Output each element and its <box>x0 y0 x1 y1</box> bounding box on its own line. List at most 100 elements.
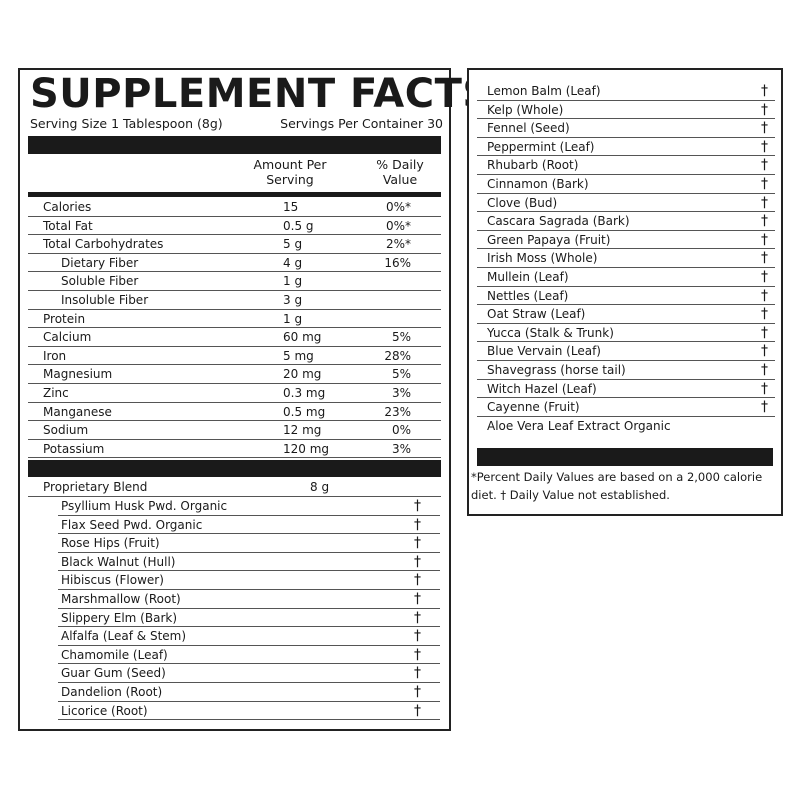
blend-ingredient-row: Witch Hazel (Leaf) † <box>477 380 775 399</box>
nutrient-name: Total Fat <box>43 218 93 233</box>
ingredient-name: Clove (Bud) <box>487 195 558 210</box>
dv-header-line2: Value <box>382 172 418 187</box>
ingredient-name: Flax Seed Pwd. Organic <box>61 517 203 532</box>
nutrient-amount: 120 mg <box>283 441 330 456</box>
nutrient-row: Sodium 12 mg 0% <box>28 421 441 440</box>
blend-amount: 8 g <box>310 480 330 494</box>
nutrient-amount: 4 g <box>283 255 303 270</box>
blend-ingredient-row: Slippery Elm (Bark) † <box>58 609 440 628</box>
ingredient-name: Kelp (Whole) <box>487 102 564 117</box>
nutrient-name: Zinc <box>43 386 69 400</box>
nutrient-amount: 3 g <box>283 293 303 307</box>
nutrient-row: Zinc 0.3 mg 3% <box>28 384 441 403</box>
dagger-mark: † <box>414 553 421 570</box>
nutrient-daily-value: 3% <box>391 386 411 400</box>
dagger-mark: † <box>761 120 768 137</box>
blend-ingredient-row: Dandelion (Root) † <box>58 683 440 702</box>
ingredient-name: Guar Gum (Seed) <box>61 666 166 681</box>
ingredient-name: Mullein (Leaf) <box>487 270 569 284</box>
dagger-mark: † <box>761 306 768 323</box>
nutrient-row: Protein 1 g <box>28 310 441 329</box>
blend-ingredient-row: Cinnamon (Bark) † <box>477 175 775 194</box>
blend-ingredient-row: Cayenne (Fruit) † <box>477 398 775 417</box>
dagger-mark: † <box>761 83 768 99</box>
dagger-mark: † <box>761 380 768 397</box>
nutrient-name: Iron <box>43 348 67 363</box>
blend-name: Proprietary Blend <box>43 480 148 494</box>
nutrient-daily-value: 5% <box>391 367 411 382</box>
footnote-line2: diet. † Daily Value not established. <box>471 488 670 502</box>
ingredient-name: Blue Vervain (Leaf) <box>487 344 601 359</box>
nutrient-name: Manganese <box>43 404 112 419</box>
panel-title: SUPPLEMENT FACTS <box>30 71 492 117</box>
dagger-mark: † <box>414 702 421 719</box>
nutrient-name: Soluble Fiber <box>61 274 139 289</box>
blend-ingredient-row: Mullein (Leaf) † <box>477 268 775 287</box>
dagger-mark: † <box>414 572 421 589</box>
nutrient-row: Soluble Fiber 1 g <box>28 272 441 291</box>
serving-size: Serving Size 1 Tablespoon (8g) <box>30 116 223 131</box>
supplement-facts-panel-left: SUPPLEMENT FACTS Serving Size 1 Tablespo… <box>18 68 491 731</box>
nutrient-name: Calcium <box>43 330 92 345</box>
blend-ingredient-row: Black Walnut (Hull) † <box>58 553 440 572</box>
blend-ingredient-row: Kelp (Whole) † <box>477 101 775 120</box>
blend-ingredient-row: Alfalfa (Leaf & Stem) † <box>58 627 440 646</box>
nutrient-name: Insoluble Fiber <box>61 293 149 307</box>
nutrient-amount: 0.5 g <box>283 218 314 233</box>
nutrient-row: Calories 15 0%* <box>28 198 441 217</box>
nutrient-row: Iron 5 mg 28% <box>28 347 441 366</box>
nutrient-name: Total Carbohydrates <box>43 237 164 252</box>
dagger-mark: † <box>761 157 768 174</box>
nutrient-daily-value: 23% <box>384 404 411 419</box>
dv-header-line1: % Daily <box>376 157 424 172</box>
dagger-mark: † <box>761 269 768 285</box>
ingredient-name: Cayenne (Fruit) <box>487 400 580 415</box>
amount-header-line1: Amount Per <box>253 157 327 172</box>
nutrient-amount: 15 <box>283 200 299 214</box>
nutrient-amount: 20 mg <box>283 367 322 382</box>
nutrient-daily-value: 3% <box>391 441 411 456</box>
nutrient-row: Dietary Fiber 4 g 16% <box>28 254 441 273</box>
blend-ingredient-row: Marshmallow (Root) † <box>58 590 440 609</box>
ingredient-name: Shavegrass (horse tail) <box>487 363 626 377</box>
nutrient-row: Potassium 120 mg 3% <box>28 440 441 459</box>
nutrient-amount: 5 mg <box>283 348 314 363</box>
proprietary-blend-row: Proprietary Blend 8 g <box>28 478 441 497</box>
dagger-mark: † <box>414 628 421 645</box>
amount-header: Amount Per Serving <box>245 157 335 187</box>
dagger-mark: † <box>414 609 421 626</box>
ingredient-name: Psyllium Husk Pwd. Organic <box>61 499 228 513</box>
nutrient-name: Sodium <box>43 423 89 438</box>
nutrient-daily-value: 2%* <box>385 237 411 252</box>
nutrient-amount: 60 mg <box>283 330 322 345</box>
thick-divider <box>28 192 441 197</box>
dagger-mark: † <box>414 646 421 663</box>
ingredient-name: Fennel (Seed) <box>487 121 570 136</box>
nutrient-row: Total Carbohydrates 5 g 2%* <box>28 235 441 254</box>
blend-ingredient-row: Licorice (Root) † <box>58 702 440 721</box>
blend-ingredient-row: Rose Hips (Fruit) † <box>58 534 440 553</box>
dagger-mark: † <box>761 362 768 378</box>
blend-ingredient-row: Green Papaya (Fruit) † <box>477 231 775 250</box>
ingredient-name: Hibiscus (Flower) <box>61 573 164 588</box>
ingredient-name: Peppermint (Leaf) <box>487 139 595 154</box>
daily-value-header: % Daily Value <box>365 157 435 187</box>
ingredient-name: Aloe Vera Leaf Extract Organic <box>487 419 671 433</box>
blend-ingredient-row: Irish Moss (Whole) † <box>477 249 775 268</box>
ingredient-name: Green Papaya (Fruit) <box>487 232 611 247</box>
ingredient-name: Alfalfa (Leaf & Stem) <box>61 629 187 644</box>
ingredient-name: Marshmallow (Root) <box>61 592 181 606</box>
dagger-mark: † <box>761 231 768 248</box>
ingredient-name: Lemon Balm (Leaf) <box>487 84 601 98</box>
nutrient-daily-value: 0%* <box>385 200 411 214</box>
ingredient-name: Nettles (Leaf) <box>487 288 569 303</box>
blend-ingredient-row: Lemon Balm (Leaf) † <box>477 82 775 101</box>
nutrient-row: Manganese 0.5 mg 23% <box>28 403 441 422</box>
dagger-mark: † <box>761 287 768 304</box>
nutrient-row: Calcium 60 mg 5% <box>28 328 441 347</box>
blend-ingredient-row: Chamomile (Leaf) † <box>58 646 440 665</box>
blend-ingredient-row: Guar Gum (Seed) † <box>58 664 440 683</box>
servings-per-container: Servings Per Container 30 <box>280 116 443 131</box>
ingredient-name: Licorice (Root) <box>61 703 148 718</box>
nutrient-name: Protein <box>43 311 86 326</box>
